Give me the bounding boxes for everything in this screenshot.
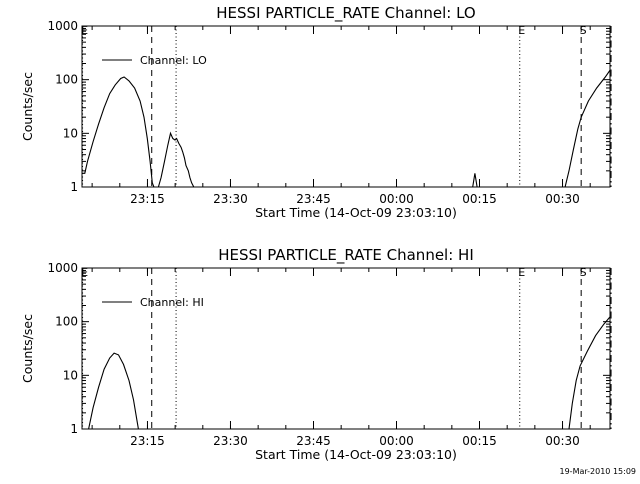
series-group <box>82 69 610 187</box>
x-tick-label: 00:00 <box>379 434 414 448</box>
x-tick-label: 23:30 <box>213 434 248 448</box>
series-line <box>568 316 610 429</box>
x-tick-label: 23:15 <box>130 434 165 448</box>
y-tick-label: 100 <box>55 315 78 329</box>
x-axis-label: Start Time (14-Oct-09 23:03:10) <box>255 205 457 220</box>
y-axis-label: Counts/sec <box>20 72 35 141</box>
y-tick-label: 10 <box>63 368 78 382</box>
x-tick-label: 00:30 <box>545 192 580 206</box>
y-tick-label: 1000 <box>47 261 78 275</box>
chart-title: HESSI PARTICLE_RATE Channel: HI <box>218 246 474 265</box>
x-axis-label: Start Time (14-Oct-09 23:03:10) <box>255 447 457 462</box>
legend-label: Channel: HI <box>140 296 204 309</box>
series-line <box>564 69 610 187</box>
x-tick-label: 23:15 <box>130 192 165 206</box>
plot-frame <box>81 267 611 430</box>
plot-panel-2: HESSI PARTICLE_RATE Channel: HI 1 10 100 100… <box>20 246 612 462</box>
series-line <box>82 76 155 187</box>
y-tick-label: 10 <box>63 126 78 140</box>
event-marker-label: S <box>580 24 587 37</box>
y-axis-label: Counts/sec <box>20 314 35 383</box>
series-line <box>472 173 478 187</box>
plot-frame <box>81 25 611 188</box>
x-tick-label: 23:30 <box>213 192 248 206</box>
legend-label: Channel: LO <box>140 54 207 67</box>
x-tick-label: 23:45 <box>296 192 331 206</box>
x-tick-label: 00:15 <box>462 192 497 206</box>
y-tick-label: 1 <box>70 422 78 436</box>
x-tick-label: 00:30 <box>545 434 580 448</box>
plot-panel-1: HESSI PARTICLE_RATE Channel: LO 1 10 100 100… <box>20 4 612 220</box>
event-marker-label: E <box>81 24 88 37</box>
x-tick-label: 00:15 <box>462 434 497 448</box>
footer-timestamp: 19-Mar-2010 15:09 <box>560 467 637 476</box>
series-group <box>88 316 610 429</box>
series-line <box>88 352 139 429</box>
y-tick-label: 1 <box>70 180 78 194</box>
x-tick-label: 00:00 <box>379 192 414 206</box>
event-marker-label: S <box>580 266 587 279</box>
event-marker-label: E <box>518 266 525 279</box>
event-marker-label: E <box>518 24 525 37</box>
y-tick-label: 100 <box>55 73 78 87</box>
y-tick-label: 1000 <box>47 19 78 33</box>
event-marker-label: E <box>81 266 88 279</box>
series-line <box>157 131 195 187</box>
x-tick-label: 23:45 <box>296 434 331 448</box>
chart-title: HESSI PARTICLE_RATE Channel: LO <box>216 4 475 23</box>
